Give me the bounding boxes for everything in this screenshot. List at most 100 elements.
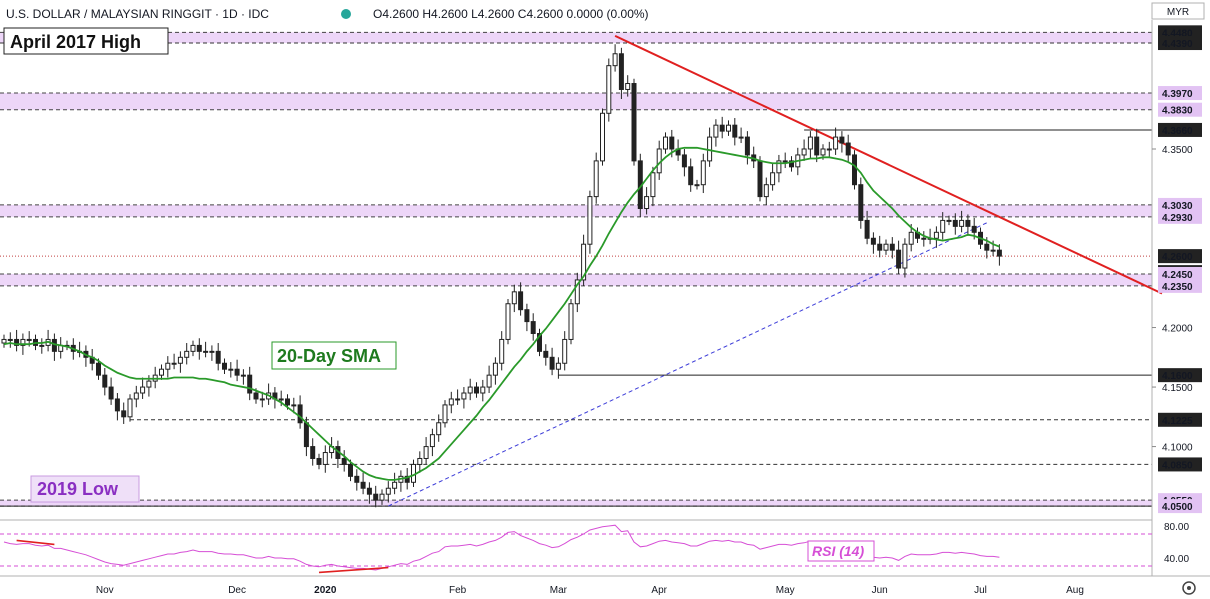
candle-body-21: [133, 392, 139, 400]
candle-body-127: [801, 148, 807, 156]
price-label-13: 4.1600: [1162, 371, 1193, 382]
price-label-7: 4.2930: [1162, 213, 1193, 224]
candle-body-19: [121, 410, 127, 418]
candle-body-26: [165, 362, 171, 370]
price-label-1: 4.4390: [1162, 39, 1193, 50]
zone-band-1: [0, 93, 1152, 110]
candle-body-38: [240, 374, 246, 377]
candle-body-56: [354, 475, 360, 483]
candle-body-36: [228, 368, 234, 371]
candle-body-93: [587, 196, 593, 245]
candle-body-117: [738, 136, 744, 139]
candle-body-60: [379, 493, 385, 501]
rsi-label-box: [807, 540, 875, 562]
candle-body-75: [474, 386, 479, 394]
candle-body-66: [417, 457, 423, 465]
price-label-19: 4.0500: [1162, 502, 1193, 513]
candle-body-113: [713, 124, 719, 138]
candle-body-134: [845, 142, 851, 156]
candle-body-139: [877, 243, 883, 251]
candle-body-49: [310, 446, 316, 459]
april-high-label: April 2017 High: [10, 32, 141, 52]
candle-body-47: [297, 404, 303, 424]
candle-body-130: [820, 148, 826, 156]
price-label-bg-0: [1158, 25, 1202, 40]
candle-body-138: [870, 237, 876, 245]
time-axis-label-9: Aug: [1066, 585, 1084, 596]
candle-body-124: [782, 160, 788, 163]
candle-body-81: [511, 291, 517, 305]
price-label-12: 4.2000: [1162, 324, 1193, 335]
price-label-8: 4.2600: [1162, 252, 1193, 263]
candle-body-122: [770, 172, 776, 186]
price-label-bg-13: [1158, 368, 1202, 383]
candle-body-98: [618, 53, 624, 90]
candle-body-54: [341, 457, 347, 465]
price-label-10: 4.2450: [1162, 270, 1193, 281]
sma-label-box: [271, 341, 397, 370]
rsi-divergence-line-1: [318, 566, 389, 574]
candle-body-41: [259, 398, 265, 401]
candle-body-86: [543, 350, 549, 358]
candle-body-44: [278, 398, 284, 401]
candle-body-106: [669, 136, 675, 150]
candle-body-91: [574, 279, 580, 305]
candle-body-48: [303, 422, 309, 448]
candle-body-105: [663, 136, 668, 150]
candle-body-153: [965, 219, 971, 227]
candle-body-34: [215, 350, 221, 364]
candle-body-46: [291, 404, 297, 407]
candle-body-58: [366, 487, 372, 495]
price-label-bg-15: [1158, 412, 1202, 427]
candle-body-92: [581, 243, 587, 281]
candle-body-82: [518, 291, 524, 311]
candle-body-135: [852, 154, 857, 186]
candle-body-29: [184, 350, 190, 358]
time-axis-label-4: Mar: [550, 585, 568, 596]
symbol-title: U.S. DOLLAR / MALAYSIAN RINGGIT · 1D · I…: [6, 7, 269, 21]
candle-body-149: [940, 219, 946, 233]
candle-body-111: [700, 160, 706, 186]
candle-body-17: [108, 386, 114, 400]
candle-body-78: [492, 362, 498, 376]
candle-body-67: [423, 446, 429, 459]
currency-box[interactable]: [1151, 2, 1205, 20]
low-2019-label: 2019 Low: [37, 479, 119, 499]
candle-body-129: [814, 136, 820, 156]
candle-body-57: [360, 481, 366, 489]
time-axis-layer: Nov Dec 2020 Feb Mar Apr May Jun Jul Aug: [96, 585, 1084, 596]
candle-body-152: [959, 219, 965, 227]
ohlc-readout: O4.2600 H4.2600 L4.2600 C4.2600 0.0000 (…: [373, 7, 649, 21]
candle-body-148: [933, 231, 939, 239]
candle-body-18: [114, 398, 120, 412]
candle-body-62: [392, 481, 398, 489]
candle-body-79: [499, 338, 505, 364]
time-axis-label-8: Jul: [974, 585, 987, 596]
candle-body-35: [222, 362, 227, 370]
candle-body-108: [681, 154, 687, 168]
settings-gear-icon[interactable]: [1182, 581, 1196, 595]
price-label-6: 4.3030: [1162, 201, 1193, 212]
candle-body-20: [127, 398, 133, 418]
candle-body-59: [373, 493, 379, 501]
price-label-14: 4.1500: [1162, 383, 1193, 394]
rsi-axis-label-0: 80.00: [1164, 522, 1189, 533]
price-label-bg-10: [1158, 266, 1202, 281]
candle-body-15: [96, 362, 101, 376]
candle-body-16: [102, 374, 108, 388]
candle-body-74: [467, 386, 473, 394]
candle-body-6: [39, 344, 45, 347]
candle-body-45: [285, 398, 290, 406]
candle-body-39: [247, 374, 253, 394]
candle-body-87: [549, 356, 555, 370]
candle-body-132: [833, 136, 839, 150]
candle-body-102: [644, 196, 650, 210]
candle-body-84: [530, 321, 536, 334]
time-axis-label-3: Feb: [449, 585, 467, 596]
candle-body-73: [461, 392, 467, 400]
candle-body-3: [20, 338, 26, 346]
price-label-5: 4.3500: [1162, 145, 1193, 156]
